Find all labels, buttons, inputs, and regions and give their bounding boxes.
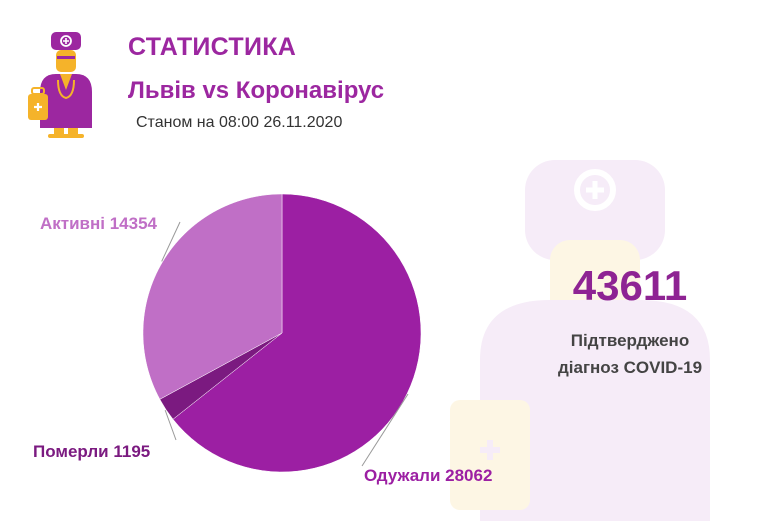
total-label-line2: діагноз COVID-19 <box>557 358 703 377</box>
data-label-одужали: Одужали 28062 <box>364 466 492 485</box>
doctor-icon <box>28 32 92 138</box>
total-cases-value: 43611 <box>572 262 688 309</box>
data-label-активні: Активні 14354 <box>40 214 158 233</box>
pie-chart: Одужали 28062 Померли 1195 Активні 14354 <box>33 193 492 485</box>
page-title: СТАТИСТИКА <box>128 33 297 61</box>
leader-line-одужали <box>361 393 409 467</box>
stats-date: Станом на 08:00 26.11.2020 <box>136 114 343 131</box>
total-label-line1: Підтверджено <box>570 331 690 350</box>
watermark-doctor-icon <box>450 160 710 521</box>
pie-slice-одужали <box>172 193 422 473</box>
leader-line-померли <box>164 409 177 441</box>
leader-line-активні <box>161 221 181 262</box>
total-cases-label: Підтверджено діагноз COVID-19 <box>530 327 730 381</box>
data-label-померли: Померли 1195 <box>33 442 150 461</box>
pie-slice-активні <box>142 193 283 400</box>
page-subtitle: Львів vs Коронавірус <box>128 77 385 104</box>
